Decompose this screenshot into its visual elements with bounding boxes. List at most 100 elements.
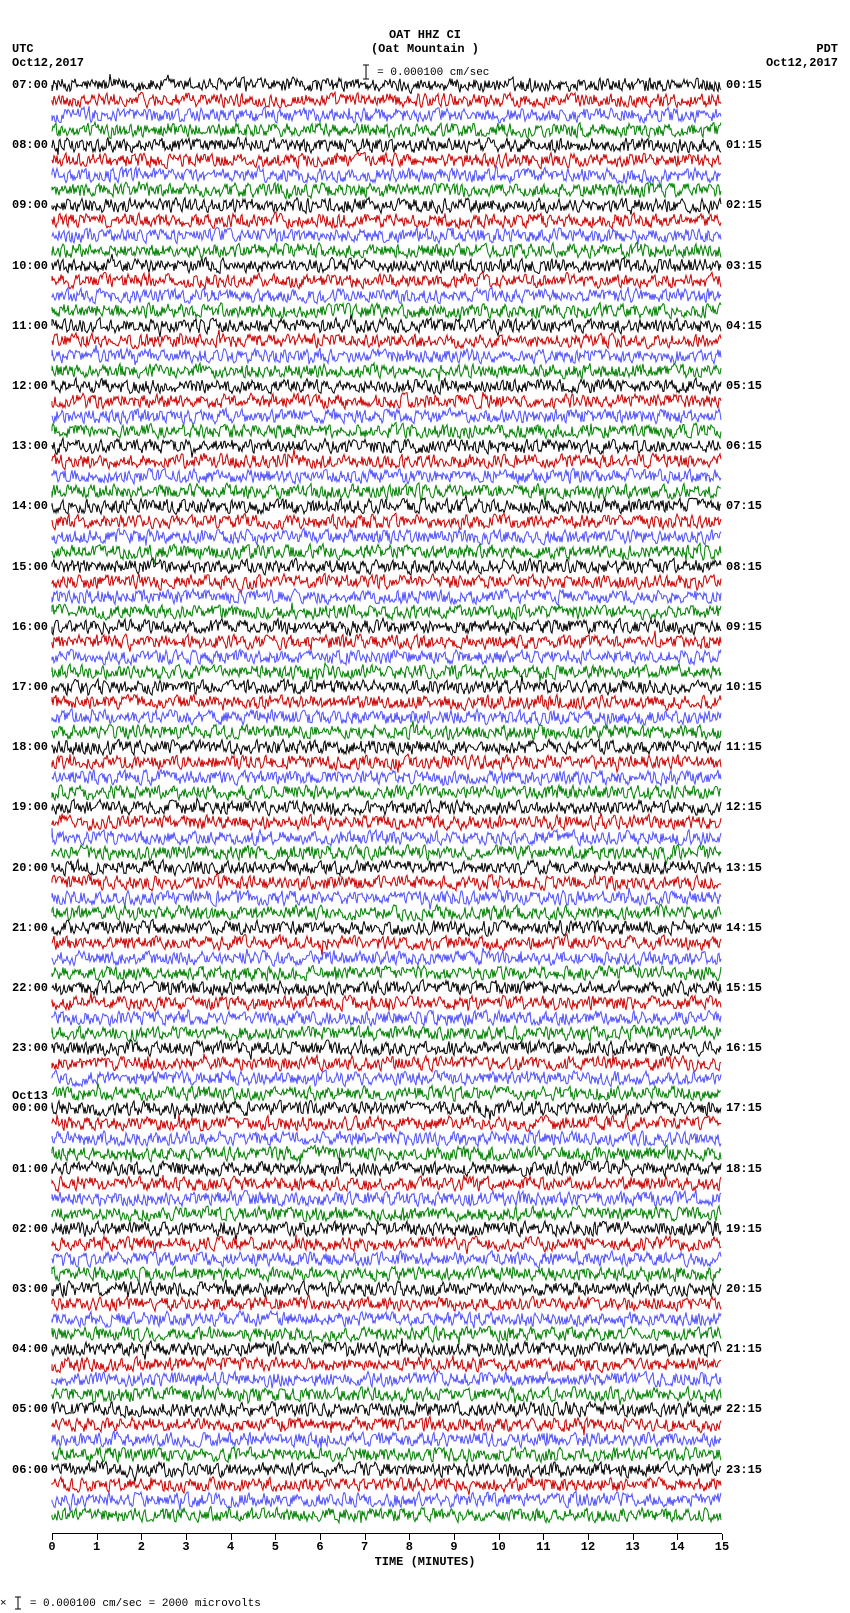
seismic-trace bbox=[52, 1054, 721, 1072]
x-tick-label: 6 bbox=[305, 1540, 335, 1554]
utc-hour-label: 06:00 bbox=[12, 1464, 48, 1476]
seismic-trace bbox=[52, 1010, 721, 1026]
x-tick-label: 8 bbox=[394, 1540, 424, 1554]
seismic-trace bbox=[52, 1338, 721, 1360]
seismic-trace bbox=[52, 1083, 721, 1101]
seismic-trace bbox=[52, 543, 721, 564]
x-tick-label: 1 bbox=[82, 1540, 112, 1554]
x-tick-label: 14 bbox=[662, 1540, 692, 1554]
seismic-trace bbox=[52, 137, 721, 155]
seismic-trace bbox=[52, 228, 721, 245]
seismic-trace bbox=[52, 122, 721, 138]
x-tick-label: 12 bbox=[573, 1540, 603, 1554]
seismic-trace bbox=[52, 287, 721, 304]
utc-hour-label: 22:00 bbox=[12, 982, 48, 994]
pdt-hour-label: 06:15 bbox=[726, 440, 762, 452]
x-tick-label: 9 bbox=[439, 1540, 469, 1554]
seismic-trace bbox=[52, 1158, 721, 1177]
x-axis-title: TIME (MINUTES) bbox=[0, 1555, 850, 1569]
seismic-trace bbox=[52, 1371, 721, 1388]
utc-hour-label: 23:00 bbox=[12, 1042, 48, 1054]
footer-scale: × = 0.000100 cm/sec = 2000 microvolts bbox=[0, 1596, 261, 1610]
seismic-trace bbox=[52, 165, 721, 188]
seismic-trace bbox=[52, 1280, 721, 1298]
pdt-hour-label: 15:15 bbox=[726, 982, 762, 994]
seismic-trace bbox=[52, 392, 721, 409]
seismic-trace bbox=[52, 1266, 721, 1282]
pdt-hour-label: 03:15 bbox=[726, 260, 762, 272]
pdt-hour-label: 12:15 bbox=[726, 801, 762, 813]
x-tick-label: 7 bbox=[350, 1540, 380, 1554]
pdt-hour-label: 11:15 bbox=[726, 741, 762, 753]
utc-hour-label: 20:00 bbox=[12, 862, 48, 874]
seismic-trace bbox=[52, 1431, 721, 1448]
utc-hour-label: 09:00 bbox=[12, 199, 48, 211]
seismic-trace bbox=[52, 513, 721, 530]
seismic-trace bbox=[52, 363, 721, 381]
seismic-trace bbox=[52, 1206, 721, 1222]
utc-hour-label: 17:00 bbox=[12, 681, 48, 693]
x-tick-label: 13 bbox=[618, 1540, 648, 1554]
seismic-trace bbox=[52, 663, 721, 681]
x-tick-label: 3 bbox=[171, 1540, 201, 1554]
pdt-hour-label: 08:15 bbox=[726, 561, 762, 573]
pdt-hour-label: 09:15 bbox=[726, 621, 762, 633]
seismic-trace bbox=[52, 1025, 721, 1041]
seismic-trace bbox=[52, 905, 721, 922]
x-tick-label: 2 bbox=[126, 1540, 156, 1554]
seismic-trace bbox=[52, 1040, 721, 1060]
utc-hour-label: 16:00 bbox=[12, 621, 48, 633]
seismic-trace bbox=[52, 528, 721, 545]
x-tick-label: 4 bbox=[216, 1540, 246, 1554]
seismic-trace bbox=[52, 272, 721, 289]
pdt-hour-label: 17:15 bbox=[726, 1102, 762, 1114]
seismic-trace bbox=[52, 106, 721, 123]
seismic-trace bbox=[52, 1296, 721, 1312]
seismic-trace bbox=[52, 423, 721, 439]
seismic-trace bbox=[52, 798, 721, 816]
pdt-hour-label: 10:15 bbox=[726, 681, 762, 693]
seismic-trace bbox=[52, 1326, 721, 1345]
right-timezone: PDT bbox=[766, 42, 838, 56]
utc-hour-label: 15:00 bbox=[12, 561, 48, 573]
utc-hour-label: 18:00 bbox=[12, 741, 48, 753]
utc-hour-label: 03:00 bbox=[12, 1283, 48, 1295]
seismic-trace bbox=[52, 573, 721, 593]
seismic-trace bbox=[52, 649, 721, 665]
seismic-trace bbox=[52, 242, 721, 258]
seismic-trace bbox=[52, 948, 721, 967]
x-axis-line bbox=[52, 1533, 722, 1534]
utc-hour-label: 02:00 bbox=[12, 1223, 48, 1235]
seismic-trace bbox=[52, 695, 721, 711]
pdt-hour-label: 01:15 bbox=[726, 139, 762, 151]
seismic-trace bbox=[52, 152, 721, 169]
station-name: (Oat Mountain ) bbox=[0, 42, 850, 56]
utc-hour-label: 21:00 bbox=[12, 922, 48, 934]
seismic-trace bbox=[52, 739, 721, 755]
header-center: OAT HHZ CI (Oat Mountain ) bbox=[0, 28, 850, 56]
x-tick-label: 11 bbox=[528, 1540, 558, 1554]
seismic-trace bbox=[52, 181, 721, 199]
seismic-trace bbox=[52, 769, 721, 785]
utc-hour-label: 10:00 bbox=[12, 260, 48, 272]
seismic-trace bbox=[52, 1476, 721, 1495]
seismic-trace bbox=[52, 1190, 721, 1206]
utc-hour-label: 05:00 bbox=[12, 1403, 48, 1415]
seismogram-plot bbox=[52, 85, 722, 1530]
seismic-trace bbox=[52, 1130, 721, 1147]
pdt-hour-label: 18:15 bbox=[726, 1163, 762, 1175]
seismic-trace bbox=[52, 828, 721, 846]
seismic-trace bbox=[52, 1416, 721, 1435]
helicorder-container: OAT HHZ CI (Oat Mountain ) UTC Oct12,201… bbox=[0, 0, 850, 1613]
utc-hour-label: 14:00 bbox=[12, 500, 48, 512]
seismic-trace bbox=[52, 198, 721, 215]
seismic-trace bbox=[52, 378, 721, 394]
seismic-trace bbox=[52, 631, 721, 652]
seismic-trace bbox=[52, 603, 721, 621]
seismic-trace bbox=[52, 1507, 721, 1523]
seismic-trace bbox=[52, 980, 721, 997]
x-tick-label: 15 bbox=[707, 1540, 737, 1554]
seismic-trace bbox=[52, 589, 721, 605]
seismic-trace bbox=[52, 1235, 721, 1254]
seismic-trace bbox=[52, 1221, 721, 1241]
